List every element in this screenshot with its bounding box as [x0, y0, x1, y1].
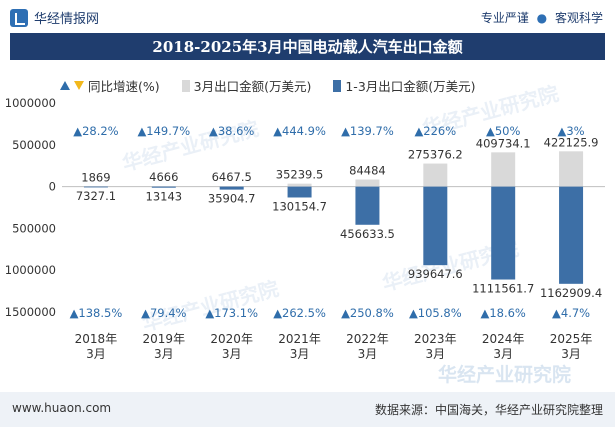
brand-name: 华经情报网 [34, 12, 100, 27]
growth-label-cumulative: ▲105.8% [409, 306, 462, 320]
footer-source: 数据来源：中国海关，华经产业研究院整理 [374, 403, 603, 417]
growth-label-march: ▲444.9% [273, 124, 326, 138]
x-tick-label: 2021年 [278, 332, 321, 346]
bar-cumulative [491, 186, 516, 280]
x-tick-label: 3月 [561, 347, 581, 361]
x-tick-label: 3月 [154, 347, 174, 361]
chart-legend: 同比增速(%) 3月出口金额(万美元) 1-3月出口金额(万美元) [60, 76, 476, 95]
legend-cumulative-swatch [333, 79, 342, 92]
data-label-march: 4666 [149, 170, 178, 184]
growth-label-march: ▲50% [486, 124, 520, 138]
bar-march [559, 151, 584, 187]
legend-march-swatch [181, 79, 190, 92]
x-tick-label: 2023年 [414, 332, 457, 346]
x-tick-label: 3月 [290, 347, 310, 361]
tagline: 专业严谨 ● 客观科学 [481, 9, 603, 26]
footer: www.huaon.com 数据来源：中国海关，华经产业研究院整理 [0, 392, 615, 427]
y-tick-label: 1000000 [5, 96, 56, 110]
brand-logo-icon [10, 8, 28, 27]
growth-label-cumulative: ▲4.7% [552, 306, 590, 320]
bar-cumulative [287, 186, 312, 198]
down-arrow-icon [74, 81, 84, 90]
title-bar: 2018-2025年3月中国电动载人汽车出口金额 [10, 33, 605, 60]
growth-label-march: ▲226% [414, 124, 456, 138]
data-label-cumulative: 939647.6 [408, 267, 463, 281]
y-tick-label: 1000000 [5, 263, 56, 277]
data-label-cumulative: 456633.5 [340, 227, 395, 241]
x-tick-label: 2024年 [482, 332, 525, 346]
y-tick-label: 1500000 [5, 305, 56, 319]
bar-march [219, 186, 244, 187]
data-label-march: 275376.2 [408, 148, 463, 162]
x-tick-label: 2019年 [143, 332, 186, 346]
legend-growth: 同比增速(%) [60, 76, 160, 95]
bar-cumulative [423, 186, 448, 266]
x-tick-label: 3月 [86, 347, 106, 361]
data-label-march: 84484 [349, 164, 386, 178]
x-tick-label: 3月 [493, 347, 513, 361]
y-tick-label: 500000 [12, 138, 56, 152]
growth-label-march: ▲28.2% [73, 124, 118, 138]
bar-march [355, 179, 380, 187]
growth-label-cumulative: ▲173.1% [205, 306, 258, 320]
x-tick-label: 3月 [358, 347, 378, 361]
growth-label-march: ▲149.7% [137, 124, 190, 138]
y-tick-label: 0 [49, 180, 56, 194]
x-tick-label: 3月 [222, 347, 242, 361]
tagline-left: 专业严谨 [480, 11, 529, 25]
data-label-march: 1869 [81, 170, 110, 184]
data-label-cumulative: 1111561.7 [472, 282, 534, 296]
bar-march [491, 152, 516, 187]
growth-label-cumulative: ▲262.5% [273, 306, 326, 320]
x-tick-label: 2025年 [550, 332, 593, 346]
legend-march-label: 3月出口金额(万美元) [193, 79, 312, 94]
growth-label-cumulative: ▲18.6% [480, 306, 525, 320]
legend-cumulative-label: 1-3月出口金额(万美元) [345, 79, 476, 94]
bar-march [287, 183, 312, 187]
x-tick-label: 2018年 [75, 332, 118, 346]
top-bar: 华经情报网 专业严谨 ● 客观科学 [0, 0, 615, 34]
bullet-icon: ● [536, 11, 548, 25]
growth-label-march: ▲38.6% [209, 124, 254, 138]
tagline-right: 客观科学 [554, 11, 603, 25]
data-label-cumulative: 130154.7 [272, 199, 327, 213]
y-tick-label: 500000 [12, 221, 56, 235]
data-label-march: 422125.9 [544, 135, 599, 149]
x-tick-label: 3月 [425, 347, 445, 361]
bar-cumulative [355, 186, 380, 225]
data-label-cumulative: 7327.1 [76, 189, 116, 203]
data-label-march: 409734.1 [476, 136, 531, 150]
chart-area: 1000000 500000 0 500000 1000000 1500000 1869 73… [5, 96, 605, 361]
legend-growth-label: 同比增速(%) [88, 79, 160, 94]
up-arrow-icon [60, 81, 70, 90]
brand: 华经情报网 [10, 8, 99, 27]
x-tick-label: 2022年 [346, 332, 389, 346]
growth-label-march: ▲3% [558, 124, 585, 138]
footer-website: www.huaon.com [12, 401, 112, 415]
bar-cumulative [83, 186, 108, 188]
growth-label-cumulative: ▲250.8% [341, 306, 394, 320]
bar-cumulative [151, 186, 176, 188]
legend-cumulative: 1-3月出口金额(万美元) [333, 76, 476, 95]
data-label-march: 6467.5 [212, 170, 252, 184]
bar-cumulative [559, 186, 584, 284]
bar-march [423, 163, 448, 187]
data-label-march: 35239.5 [276, 168, 324, 182]
data-label-cumulative: 35904.7 [208, 192, 256, 206]
legend-march: 3月出口金额(万美元) [181, 76, 312, 95]
x-tick-label: 2020年 [210, 332, 253, 346]
data-label-cumulative: 13143 [146, 190, 183, 204]
chart-title: 2018-2025年3月中国电动载人汽车出口金额 [152, 38, 463, 56]
growth-label-cumulative: ▲79.4% [141, 306, 186, 320]
growth-label-cumulative: ▲138.5% [70, 306, 123, 320]
growth-label-march: ▲139.7% [341, 124, 394, 138]
data-label-cumulative: 1162909.4 [540, 286, 602, 300]
bar-cumulative [219, 186, 244, 190]
